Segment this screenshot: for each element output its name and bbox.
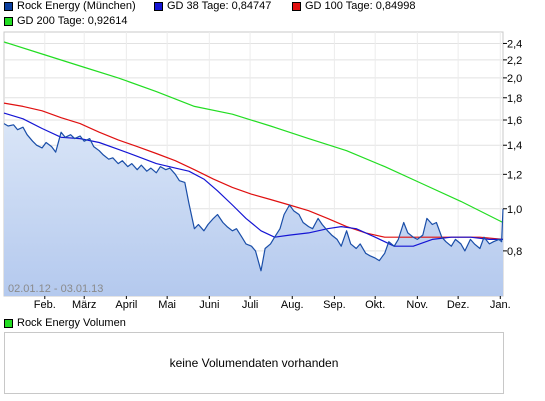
legend-swatch-volume bbox=[4, 318, 13, 328]
y-tick-label: 2,4 bbox=[507, 38, 522, 50]
legend-swatch-gd200 bbox=[4, 17, 13, 26]
legend-label-gd200: GD 200 Tage: 0,92614 bbox=[17, 15, 128, 27]
y-tick-label: 1,4 bbox=[507, 140, 522, 152]
y-tick-label: 2,0 bbox=[507, 73, 522, 85]
legend-item-gd38: GD 38 Tage: 0,84747 bbox=[154, 0, 271, 13]
x-tick-label: April bbox=[115, 299, 137, 311]
no-volume-data-message: keine Volumendaten vorhanden bbox=[169, 356, 339, 370]
legend-swatch-price bbox=[4, 2, 13, 11]
y-tick-label: 1,0 bbox=[507, 204, 522, 216]
volume-legend-label: Rock Energy Volumen bbox=[17, 317, 126, 329]
legend-swatch-gd38 bbox=[154, 2, 163, 11]
y-axis-ticks: 2,4 2,2 2,0 1,8 1,6 1,4 1,2 1,0 0,8 bbox=[503, 38, 522, 258]
legend-label-price: Rock Energy (München) bbox=[17, 0, 136, 12]
x-tick-label: Feb. bbox=[34, 299, 56, 311]
y-tick-label: 2,2 bbox=[507, 55, 522, 67]
gd100-line bbox=[3, 102, 504, 240]
price-area bbox=[4, 123, 503, 296]
price-area-fill bbox=[4, 123, 503, 296]
x-tick-label: Nov. bbox=[406, 299, 428, 311]
price-chart: 2,4 2,2 2,0 1,8 1,6 1,4 1,2 1,0 0,8 Feb. März Apri… bbox=[3, 31, 522, 311]
x-tick-label: Jan. bbox=[490, 299, 511, 311]
legend-item-price: Rock Energy (München) bbox=[4, 0, 136, 13]
gd38-line bbox=[3, 112, 503, 247]
x-axis-ticks: Feb. März April Mai Juni Juli Aug. Sep. Okt. Nov.… bbox=[34, 296, 511, 311]
price-line bbox=[3, 123, 504, 272]
x-tick-label: Sep. bbox=[323, 299, 346, 311]
volume-legend: Rock Energy Volumen bbox=[4, 317, 126, 329]
y-tick-label: 0,8 bbox=[507, 246, 522, 258]
y-tick-label: 1,2 bbox=[507, 169, 522, 181]
y-tick-label: 1,6 bbox=[507, 115, 522, 127]
y-tick-label: 1,8 bbox=[507, 93, 522, 105]
x-tick-label: Mai bbox=[158, 299, 176, 311]
series-lines bbox=[3, 41, 504, 272]
gd200-line bbox=[3, 41, 504, 224]
legend-label-gd100: GD 100 Tage: 0,84998 bbox=[305, 0, 416, 12]
legend-label-gd38: GD 38 Tage: 0,84747 bbox=[167, 0, 272, 12]
x-tick-label: Juni bbox=[199, 299, 219, 311]
x-tick-label: März bbox=[72, 299, 96, 311]
legend-item-gd200: GD 200 Tage: 0,92614 bbox=[4, 15, 128, 28]
x-tick-label: Aug. bbox=[281, 299, 304, 311]
x-tick-label: Dez. bbox=[447, 299, 470, 311]
legend-swatch-gd100 bbox=[292, 2, 301, 11]
x-tick-label: Okt. bbox=[365, 299, 385, 311]
volume-panel: keine Volumendaten vorhanden bbox=[4, 332, 504, 394]
x-tick-label: Juli bbox=[242, 299, 259, 311]
date-range-label: 02.01.12 - 03.01.13 bbox=[8, 283, 103, 295]
legend-item-gd100: GD 100 Tage: 0,84998 bbox=[292, 0, 416, 13]
